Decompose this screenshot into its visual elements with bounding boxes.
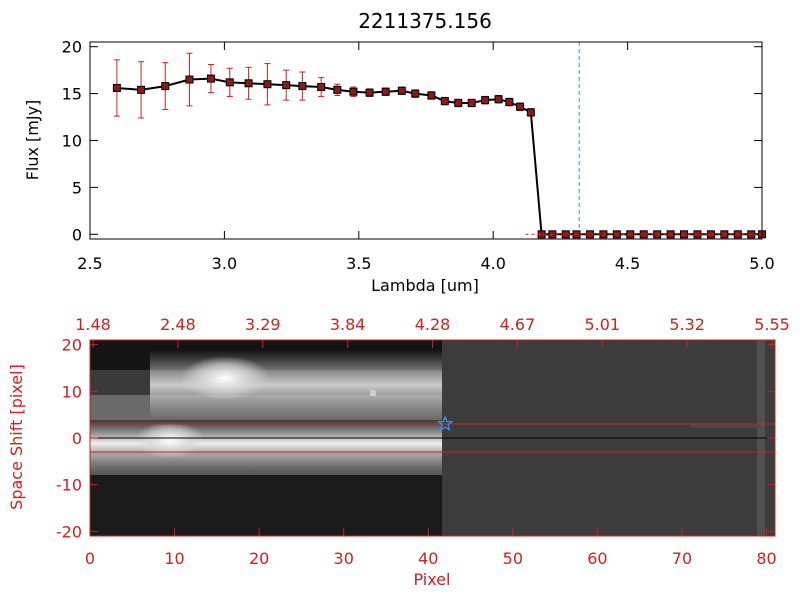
flux-point [244, 79, 253, 88]
image-top-tick-label: 1.48 [75, 315, 111, 334]
image-x-tick-label: 0 [85, 549, 95, 568]
flux-point [161, 82, 170, 91]
flux-point [505, 98, 514, 107]
flux-line [116, 77, 762, 236]
image-x-tick-label: 20 [249, 549, 269, 568]
chart-title: 2211375.156 [358, 9, 492, 33]
image-x-ticks: 0 10 20 30 40 50 60 70 80 [85, 528, 777, 568]
image-top-wavelength-ticks: 1.48 2.48 3.29 3.84 4.28 4.67 5.01 5.32 5.55 [75, 315, 790, 348]
flux-point [263, 80, 272, 89]
flux-point [397, 86, 406, 95]
flux-x-tick-label: 3.5 [346, 254, 371, 273]
image-x-tick-label: 10 [164, 549, 184, 568]
image-y-tick-label: 0 [72, 429, 82, 448]
flux-x-tick-label: 4.0 [480, 254, 505, 273]
flux-point [206, 74, 215, 83]
flux-point [411, 89, 420, 98]
flux-point [282, 81, 291, 90]
image-overlays [90, 415, 775, 453]
flux-series [112, 42, 766, 239]
flux-point [454, 98, 463, 107]
flux-point [516, 102, 525, 111]
flux-point [440, 97, 449, 106]
image-x-tick-label: 40 [418, 549, 438, 568]
flux-point [526, 108, 535, 117]
flux-point [185, 75, 194, 84]
flux-y-tick-label: 20 [62, 38, 82, 57]
image-x-tick-label: 60 [587, 549, 607, 568]
flux-y-tick-label: 5 [72, 178, 82, 197]
image-top-tick-label: 5.32 [669, 315, 705, 334]
flux-point [365, 88, 374, 97]
flux-y-tick-label: 15 [62, 85, 82, 104]
flux-point [333, 85, 342, 94]
image-plot-frame [89, 339, 776, 537]
image-x-tick-label: 50 [503, 549, 523, 568]
image-top-tick-label: 5.01 [584, 315, 620, 334]
image-x-tick-label: 30 [334, 549, 354, 568]
flux-point [137, 85, 146, 94]
flux-x-tick-label: 5.0 [749, 254, 774, 273]
flux-x-axis-label: Lambda [um] [371, 276, 479, 295]
flux-y-ticks: 0 5 10 15 20 [62, 38, 762, 244]
flux-x-tick-label: 3.0 [212, 254, 237, 273]
flux-point [349, 87, 358, 96]
flux-y-tick-label: 10 [62, 132, 82, 151]
flux-point [467, 98, 476, 107]
image-y-tick-label: -20 [56, 522, 82, 541]
flux-point [381, 87, 390, 96]
flux-point [427, 91, 436, 100]
image-x-axis-label: Pixel [413, 570, 450, 589]
flux-x-tick-label: 4.5 [615, 254, 640, 273]
image-x-tick-label: 70 [672, 549, 692, 568]
image-y-tick-label: -10 [56, 476, 82, 495]
flux-point [317, 83, 326, 92]
image-top-tick-label: 4.28 [415, 315, 451, 334]
flux-point [298, 82, 307, 91]
image-y-tick-label: 20 [62, 336, 82, 355]
image-y-axis-label: Space Shift [pixel] [7, 364, 26, 510]
image-top-tick-label: 3.29 [245, 315, 281, 334]
flux-y-axis-label: Flux [mJy] [23, 100, 42, 181]
flux-x-tick-label: 2.5 [77, 254, 102, 273]
image-top-tick-label: 2.48 [160, 315, 196, 334]
image-y-tick-label: 10 [62, 382, 82, 401]
image-x-tick-label: 80 [756, 549, 776, 568]
flux-point [225, 78, 234, 87]
flux-point [481, 96, 490, 105]
image-top-tick-label: 5.55 [754, 315, 790, 334]
source-star-marker [436, 415, 454, 432]
image-y-ticks: -20 -10 0 10 20 [56, 336, 775, 541]
flux-plot-frame [89, 41, 763, 240]
flux-point [494, 95, 503, 104]
image-top-tick-label: 4.67 [500, 315, 536, 334]
flux-x-ticks: 2.5 3.0 3.5 4.0 4.5 5.0 [77, 42, 775, 273]
flux-y-tick-label: 0 [72, 225, 82, 244]
spectral-image-panel: -20 -10 0 10 20 0 10 20 30 40 50 60 70 80 1.48 2.48 3.… [7, 315, 790, 589]
flux-point [112, 83, 121, 92]
image-top-tick-label: 3.84 [330, 315, 366, 334]
